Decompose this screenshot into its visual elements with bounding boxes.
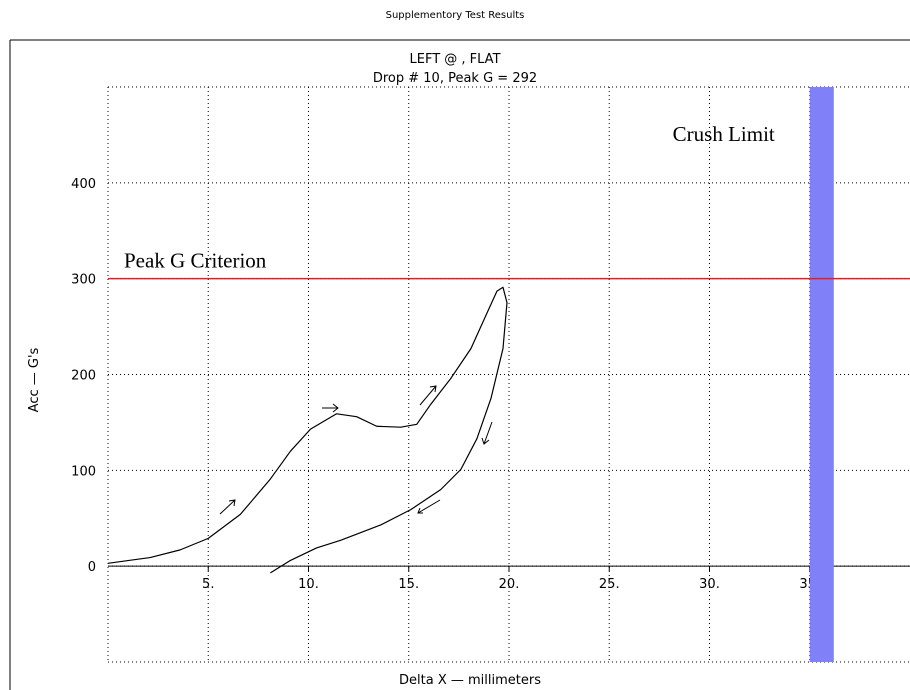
crush-limit-band [809, 87, 834, 662]
subtitle: LEFT @ , FLAT [409, 52, 500, 67]
x-tick-label: 5. [202, 577, 214, 592]
crush-limit-label: Crush Limit [673, 122, 775, 146]
y-tick-label: 0 [88, 560, 96, 575]
arrows [219, 385, 493, 515]
subtitle: Drop # 10, Peak G = 292 [373, 71, 537, 86]
x-tick-label: 15. [398, 577, 419, 592]
chart-title: Supplementory Test Results [386, 10, 525, 21]
y-tick-label: 400 [71, 177, 96, 192]
y-tick-label: 100 [71, 464, 96, 479]
x-tick-label: 30. [699, 577, 720, 592]
y-tick-label: 300 [71, 273, 96, 288]
peak-g-label: Peak G Criterion [124, 249, 267, 273]
y-tick-label: 200 [71, 369, 96, 384]
y-axis-label: Acc — G's [27, 347, 42, 412]
x-tick-label: 20. [499, 577, 520, 592]
curve [107, 286, 508, 574]
x-tick-label: 25. [599, 577, 620, 592]
x-tick-label: 10. [298, 577, 319, 592]
x-axis-label: Delta X — millimeters [399, 673, 541, 688]
